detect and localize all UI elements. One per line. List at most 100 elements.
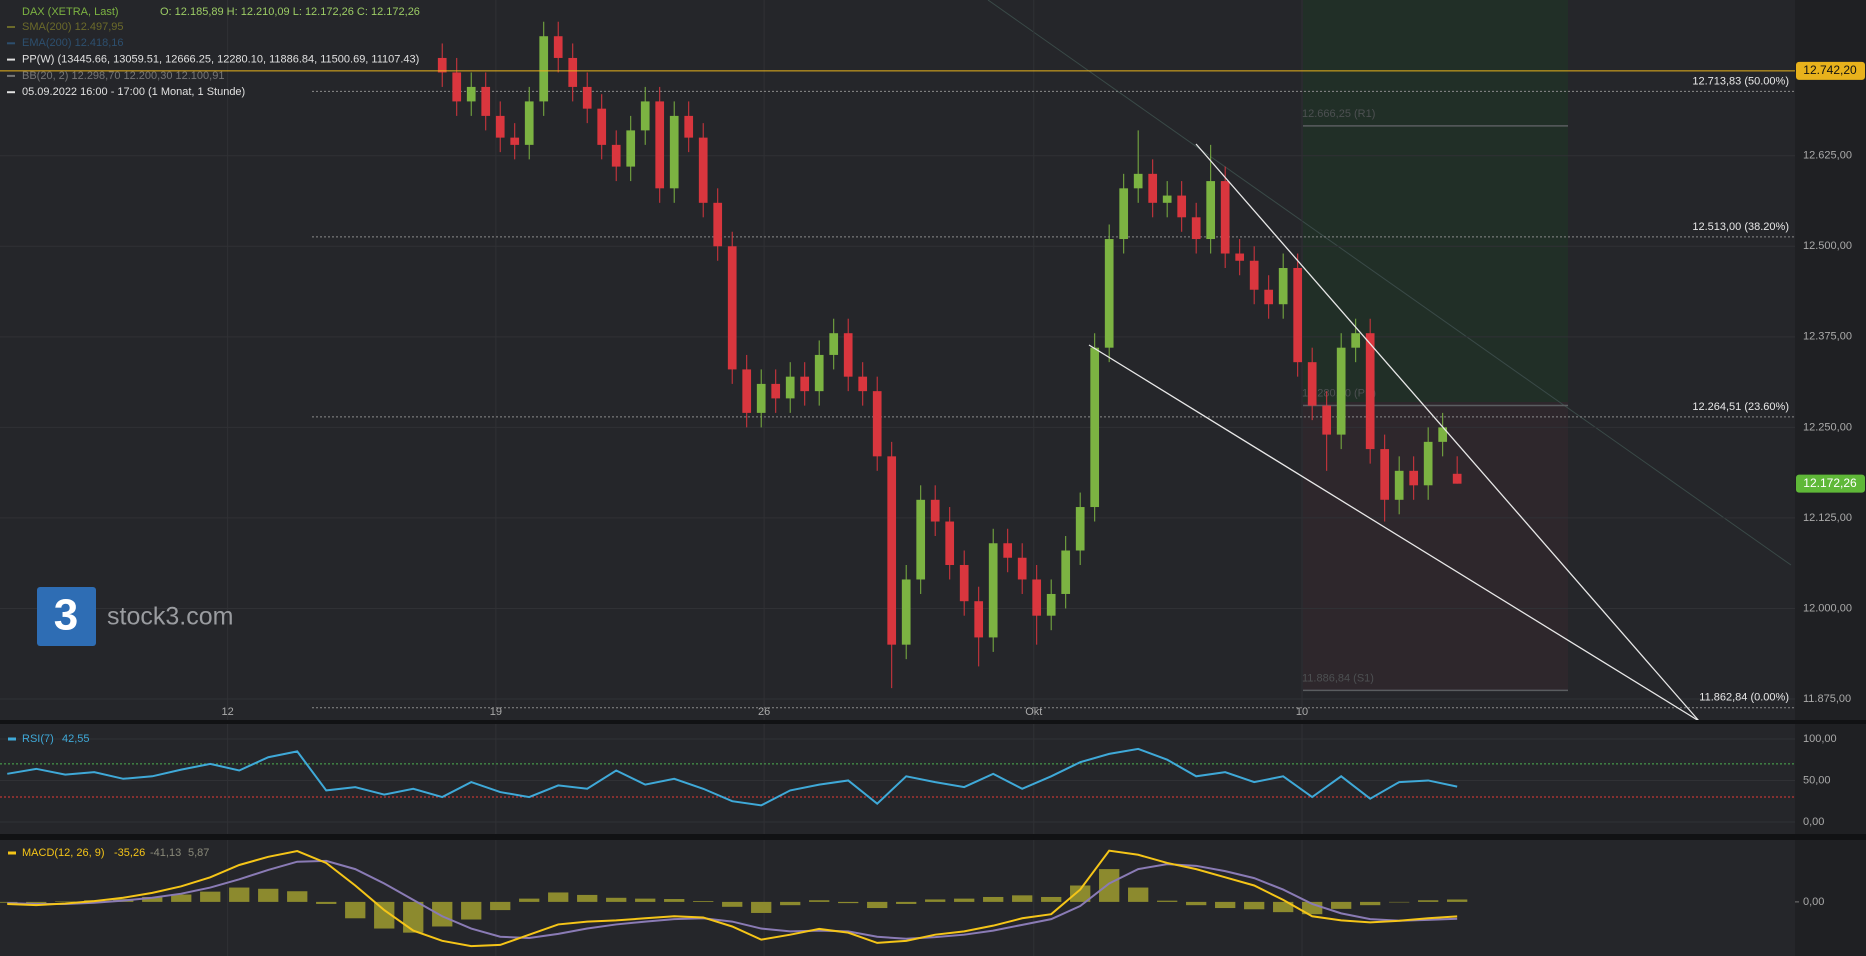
candle-body (1351, 333, 1361, 348)
histogram-bar (1418, 900, 1439, 902)
candle-body (481, 86, 491, 116)
candle-body (727, 246, 737, 370)
histogram-bar (1157, 900, 1178, 902)
legend-value: 5,87 (188, 847, 209, 859)
candle-body (1177, 195, 1187, 218)
x-tick-label: 26 (758, 706, 770, 718)
histogram-bar (548, 892, 569, 902)
candle-body (510, 137, 520, 145)
candle-body (887, 456, 897, 645)
y-tick-label: 12.000,00 (1803, 602, 1852, 614)
candle-body (974, 601, 984, 638)
histogram-bar (374, 901, 395, 929)
y-tick-label: 11.875,00 (1803, 693, 1851, 705)
candle-body (698, 137, 708, 203)
candle-body (582, 86, 592, 109)
histogram-bar (26, 901, 47, 904)
rsi-panel: 0,00 50,00 100,00 RSI(7) 42,55 (0, 733, 1837, 828)
histogram-bar (751, 901, 772, 913)
histogram-bar (635, 898, 656, 902)
histogram-bar (896, 901, 917, 904)
wedge-upper (1195, 143, 1700, 722)
candle-body (1046, 593, 1056, 616)
pivot-label: 11.886,84 (S1) (1302, 672, 1374, 684)
y-tick-label: 12.375,00 (1803, 331, 1852, 343)
candle-body (1264, 289, 1274, 305)
candle-body (872, 391, 882, 457)
indicator-label: SMA(200) 12.497,95 (22, 21, 124, 33)
fib-label: 12.513,00 (38.20%) (1692, 221, 1789, 233)
histogram-bar (258, 888, 279, 902)
histogram-bar (142, 896, 163, 902)
candle-body (785, 376, 795, 399)
y-tick-label: 0,00 (1803, 896, 1824, 908)
candle-body (1293, 268, 1303, 363)
histogram-bar (664, 899, 685, 902)
logo-text: 3 (54, 591, 78, 640)
candle-body (1061, 550, 1071, 594)
indicator-label: BB(20, 2) 12.298,70 12.200,30 12.100,91 (22, 70, 224, 82)
candle-body (1394, 470, 1404, 500)
histogram-bar (1012, 895, 1033, 902)
candle-body (1452, 473, 1462, 484)
x-tick-label: 10 (1296, 706, 1308, 718)
histogram-bar (490, 901, 511, 911)
candle-body (495, 115, 505, 138)
candle-body (1220, 181, 1230, 254)
legend-value: -41,13 (150, 847, 181, 859)
candle-body (959, 564, 969, 602)
candle-body (988, 543, 998, 638)
target-zone (1303, 0, 1568, 402)
wedge-lower (1088, 344, 1700, 722)
candle-body (1438, 427, 1448, 442)
trend-line (987, 0, 1792, 566)
candle-body (1191, 217, 1201, 240)
candle-body (814, 354, 824, 392)
candle-body (930, 499, 940, 522)
histogram-bar (577, 894, 598, 902)
candle-body (945, 521, 955, 565)
candle-body (1278, 268, 1288, 305)
legend-title: DAX (XETRA, Last) (22, 6, 119, 18)
histogram-bar (1244, 901, 1265, 910)
histogram-bar (1041, 896, 1062, 902)
candle-body (771, 383, 781, 399)
candle-body (829, 333, 839, 355)
legend-name: RSI(7) (22, 733, 54, 745)
histogram-bar (1070, 885, 1091, 902)
histogram-bar (693, 901, 714, 902)
candle-body (1380, 449, 1390, 500)
histogram-bar (200, 891, 221, 902)
candle-body (916, 499, 926, 580)
candle-body (1032, 579, 1042, 616)
macd-line (7, 849, 1458, 948)
candle-body (626, 130, 636, 167)
histogram-bar (229, 887, 250, 902)
logo-box (37, 587, 96, 646)
fib-label: 12.264,51 (23.60%) (1692, 401, 1789, 413)
macd-line (7, 859, 1458, 940)
candle-body (1409, 470, 1419, 486)
candle-body (1017, 557, 1027, 580)
legend-title: MACD(12, 26, 9) (22, 847, 105, 859)
histogram-bar (287, 891, 308, 902)
y-tick-label: 12.250,00 (1803, 421, 1852, 433)
candle-body (1133, 173, 1143, 189)
y-tick-label: 50,00 (1803, 774, 1831, 786)
candle-body (1307, 362, 1317, 406)
histogram-bar (403, 901, 424, 933)
y-tick-label: 12.125,00 (1803, 512, 1852, 524)
candle-body (1336, 347, 1346, 435)
candle-body (466, 86, 476, 102)
histogram-bar (1389, 901, 1410, 903)
x-tick-label: 12 (222, 706, 234, 718)
histogram-bar (1099, 869, 1120, 902)
candle-body (1423, 441, 1433, 486)
candle-body (1119, 188, 1129, 240)
candle-body (1249, 260, 1259, 290)
fib-label: 12.713,83 (50.00%) (1692, 75, 1789, 87)
x-tick-label: Okt (1025, 706, 1042, 718)
